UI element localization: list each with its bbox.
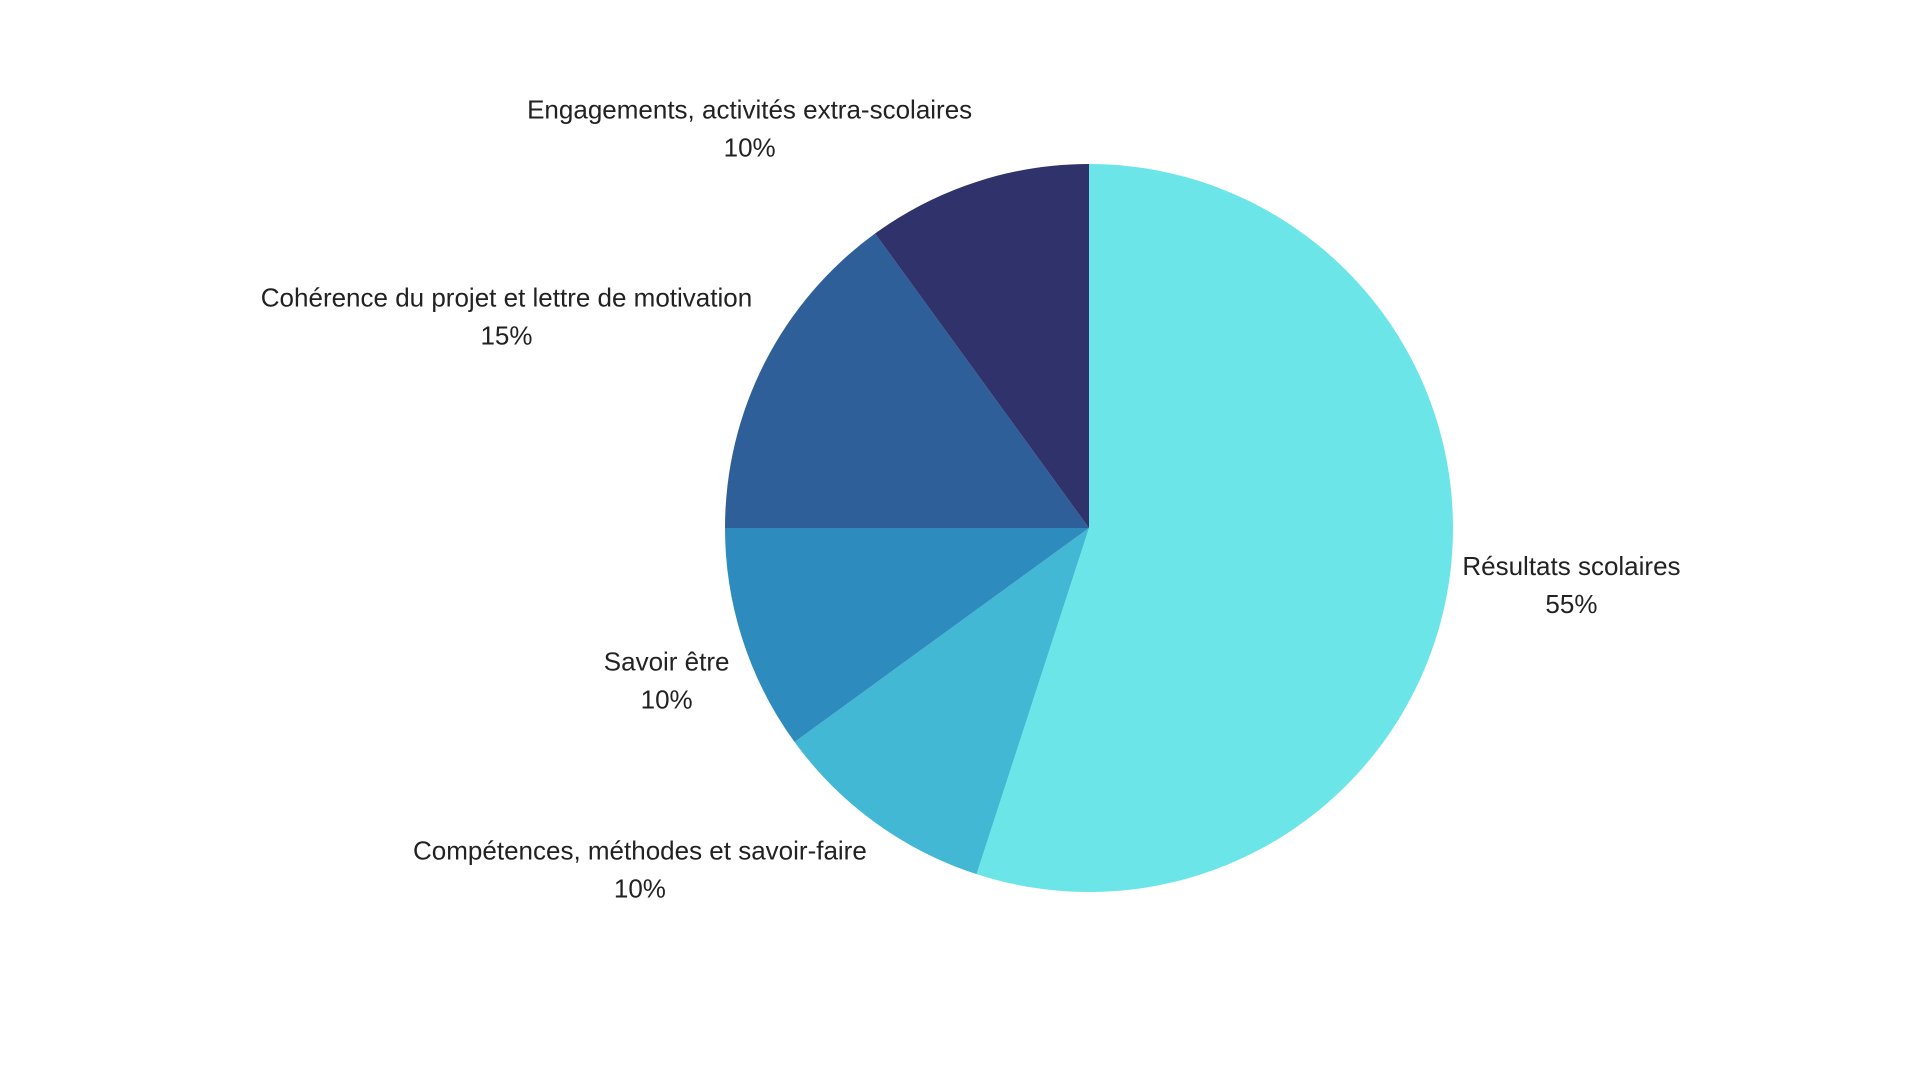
slice-value-label: 55% [1545, 589, 1597, 619]
pie-slice [875, 164, 1089, 528]
slice-label: Résultats scolaires [1462, 551, 1680, 581]
pie-slice [794, 528, 1089, 875]
slice-value-label: 10% [614, 874, 666, 904]
slice-label: Engagements, activités extra-scolaires [527, 94, 972, 124]
slice-value-label: 10% [724, 132, 776, 162]
slice-value-label: 10% [641, 685, 693, 715]
slice-label: Compétences, méthodes et savoir-faire [413, 836, 867, 866]
pie-slice [725, 233, 1089, 528]
slice-label: Savoir être [604, 647, 730, 677]
slice-value-label: 15% [480, 320, 532, 350]
pie-slice [725, 528, 1089, 742]
pie-slice [976, 164, 1453, 892]
slice-label: Cohérence du projet et lettre de motivat… [261, 282, 752, 312]
